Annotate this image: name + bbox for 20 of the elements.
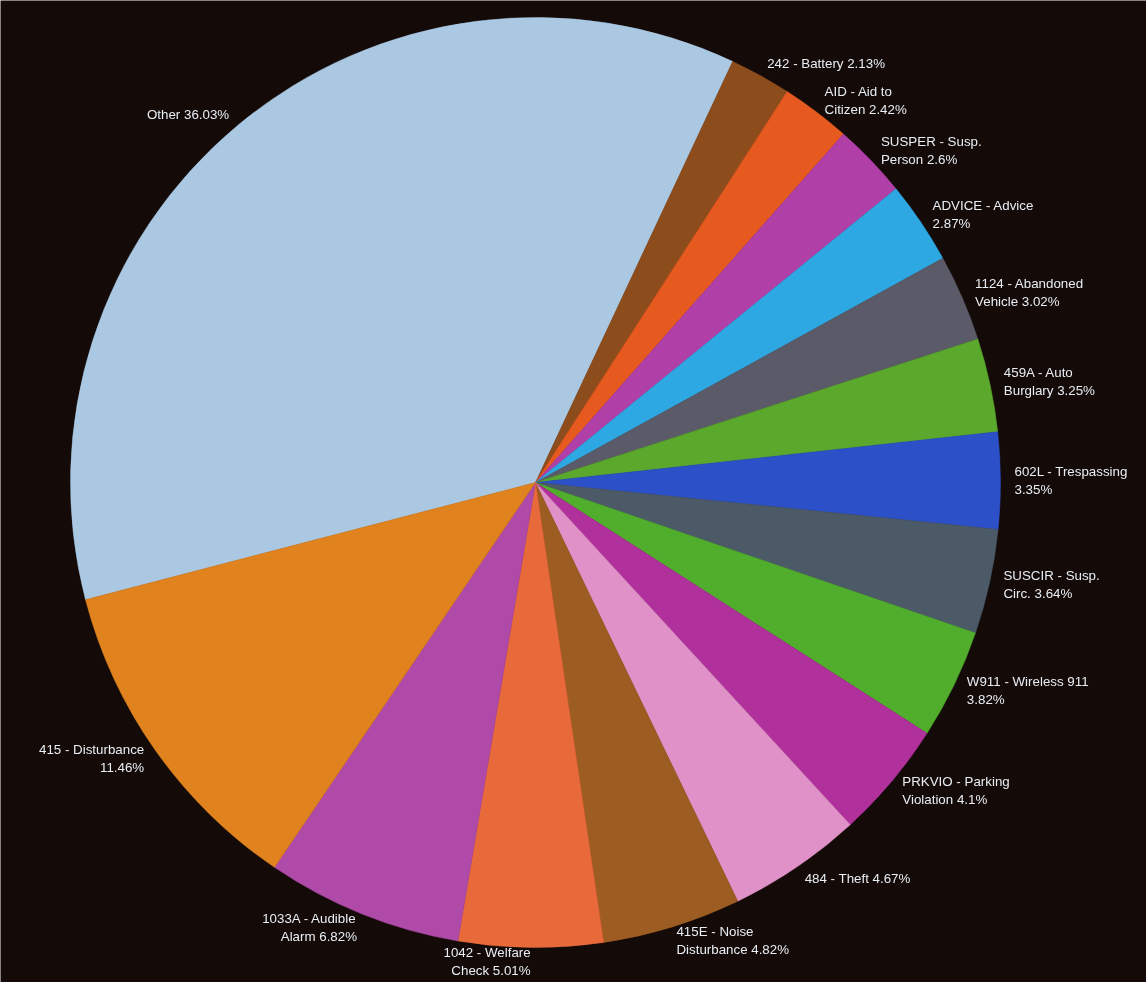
data-label: 3.82% xyxy=(966,692,1005,708)
slice-label: 415E - Noise Disturbance 4.82% xyxy=(676,923,790,957)
slice-label: 1124 - Abandoned Vehicle 3.02% xyxy=(975,275,1084,309)
slice-label: 1042 - Welfare Check 5.01% xyxy=(443,944,531,978)
slice-label: 459A - Auto Burglary 3.25% xyxy=(1003,365,1096,399)
slice-label: SUSPER - Susp. Person 2.6% xyxy=(880,134,982,168)
data-label: 3.35% xyxy=(1014,482,1053,498)
slice-label: AID - Aid to Citizen 2.42% xyxy=(824,84,907,118)
slice-label: 415 - Disturbance xyxy=(39,742,145,758)
slice-label: 484 - Theft 4.67% xyxy=(804,871,911,887)
slice-label: W911 - Wireless 911 xyxy=(966,674,1089,690)
slice-label: PRKVIO - Parking Violation 4.1% xyxy=(902,774,1010,808)
slice-label: SUSCIR - Susp. Circ. 3.64% xyxy=(1003,568,1100,602)
slice-label: 242 - Battery 2.13% xyxy=(767,55,886,71)
data-label: 11.46% xyxy=(100,760,145,776)
slice-label: ADVICE - Advice xyxy=(932,198,1034,214)
slice-label: 602L - Trespassing xyxy=(1014,464,1128,480)
slice-label: Other 36.03% xyxy=(146,106,230,122)
slice-label: 1033A - Audible Alarm 6.82% xyxy=(262,910,358,944)
data-label: 2.87% xyxy=(932,216,971,232)
